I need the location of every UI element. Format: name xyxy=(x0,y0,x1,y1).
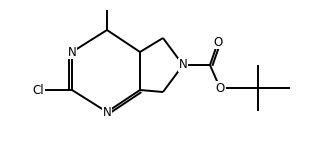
Text: Cl: Cl xyxy=(32,83,44,97)
Text: O: O xyxy=(213,36,223,49)
Text: N: N xyxy=(103,105,111,119)
Text: N: N xyxy=(68,46,76,58)
Text: O: O xyxy=(215,81,225,95)
Text: N: N xyxy=(179,58,187,71)
